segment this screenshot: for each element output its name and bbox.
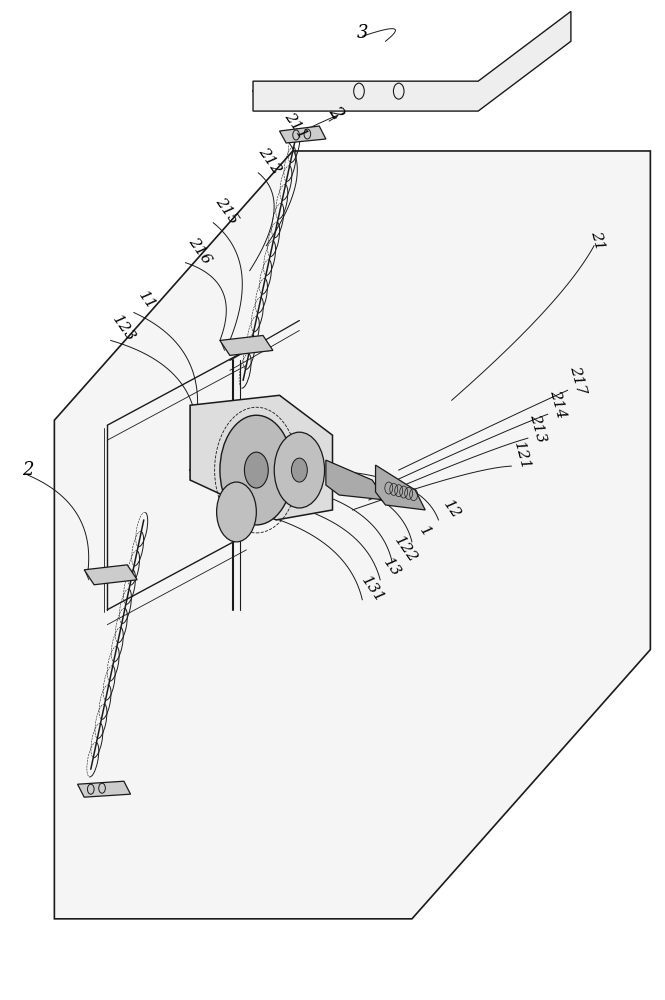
Polygon shape	[376, 465, 425, 510]
Polygon shape	[190, 395, 332, 520]
Text: 131: 131	[358, 574, 386, 606]
Text: 211: 211	[282, 110, 310, 142]
Text: 2: 2	[325, 103, 346, 123]
Text: 212: 212	[255, 145, 284, 177]
Polygon shape	[84, 565, 137, 585]
Text: 215: 215	[212, 195, 241, 227]
Text: 12: 12	[440, 498, 463, 522]
Text: 217: 217	[567, 364, 588, 396]
Text: 11: 11	[136, 289, 158, 313]
Text: 213: 213	[527, 412, 549, 444]
Polygon shape	[326, 460, 386, 500]
Text: 3: 3	[356, 24, 368, 42]
Polygon shape	[55, 151, 650, 919]
Circle shape	[291, 458, 307, 482]
Circle shape	[274, 432, 325, 508]
Circle shape	[220, 415, 293, 525]
Text: 21: 21	[588, 229, 606, 252]
Circle shape	[217, 482, 256, 542]
Text: 214: 214	[547, 388, 568, 420]
Polygon shape	[78, 781, 130, 797]
Text: 121: 121	[511, 440, 532, 472]
Text: 1: 1	[417, 524, 434, 540]
Polygon shape	[253, 11, 571, 111]
Text: 216: 216	[186, 235, 214, 267]
Text: 123: 123	[110, 312, 138, 344]
Polygon shape	[220, 335, 273, 355]
Text: 13: 13	[381, 556, 404, 580]
Polygon shape	[279, 126, 326, 143]
Text: 2: 2	[22, 461, 34, 479]
Text: 122: 122	[391, 534, 420, 566]
Circle shape	[245, 452, 268, 488]
